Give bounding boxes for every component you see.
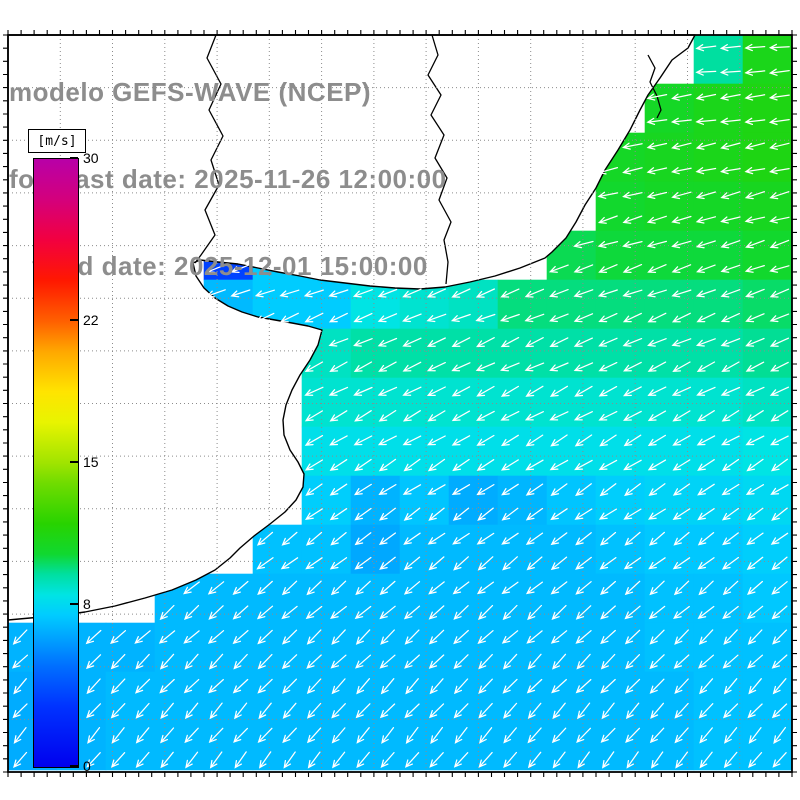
title-model: modelo GEFS-WAVE (NCEP): [9, 77, 372, 107]
wind-direction-arrows: [12, 43, 790, 769]
river-line: [427, 34, 452, 285]
river-line: [647, 54, 662, 119]
map-frame: [3, 30, 797, 777]
land-mass: [7, 34, 696, 621]
title-valid-date: valid date: 2025-12-01 15:00:00: [9, 251, 428, 281]
graticule: [8, 35, 792, 772]
river-line: [194, 34, 224, 264]
title-block: modelo GEFS-WAVE (NCEP) forecast date: 2…: [9, 20, 447, 339]
title-forecast-date: forecast date: 2025-11-26 12:00:00: [9, 164, 447, 194]
